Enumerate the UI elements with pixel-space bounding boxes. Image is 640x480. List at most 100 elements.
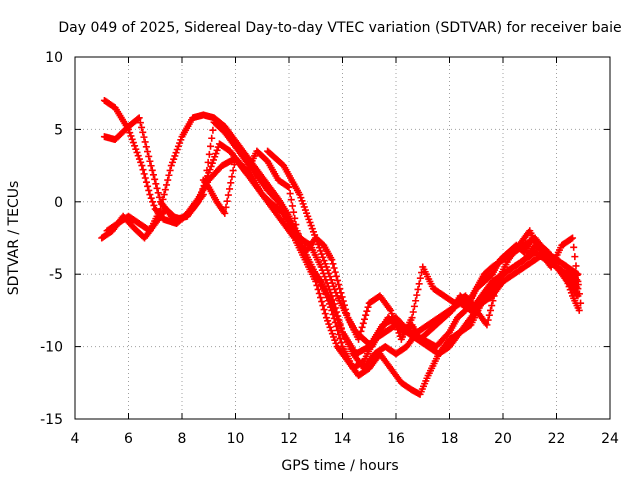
- data-point: [155, 193, 163, 201]
- data-point: [362, 311, 370, 319]
- data-point: [330, 333, 338, 341]
- x-tick-label: 4: [71, 431, 80, 447]
- data-point: [161, 186, 169, 194]
- data-point: [177, 136, 185, 144]
- data-point: [335, 281, 343, 289]
- data-point: [134, 152, 142, 160]
- data-point: [173, 146, 181, 154]
- data-point: [320, 306, 328, 314]
- data-point: [318, 281, 326, 289]
- data-point: [229, 167, 237, 175]
- data-point: [331, 268, 339, 276]
- data-point: [321, 310, 329, 318]
- data-point: [336, 320, 344, 328]
- data-point: [559, 269, 567, 277]
- data-point: [337, 324, 345, 332]
- chart-title: Day 049 of 2025, Sidereal Day-to-day VTE…: [58, 20, 621, 36]
- data-point: [317, 247, 325, 255]
- data-point: [132, 145, 140, 153]
- data-point: [318, 298, 326, 306]
- data-point: [126, 129, 134, 137]
- x-tick-label: 8: [178, 431, 187, 447]
- y-tick-label: 10: [45, 50, 63, 66]
- x-tick-label: 10: [227, 431, 245, 447]
- data-point: [325, 269, 333, 277]
- data-point: [228, 173, 236, 181]
- data-point: [330, 282, 338, 290]
- data-point: [487, 306, 495, 314]
- data-point: [387, 306, 395, 314]
- data-point: [489, 297, 497, 305]
- data-point: [287, 196, 295, 204]
- data-point: [343, 310, 351, 318]
- data-point: [212, 150, 220, 158]
- data-point: [159, 195, 167, 203]
- data-point: [319, 302, 327, 310]
- data-point: [324, 297, 332, 305]
- x-axis-label: GPS time / hours: [281, 458, 398, 474]
- data-point: [142, 178, 150, 186]
- data-point: [567, 235, 575, 243]
- data-point: [331, 285, 339, 293]
- data-point: [317, 294, 325, 302]
- data-point: [336, 335, 344, 343]
- data-point: [575, 290, 583, 298]
- data-point: [174, 142, 182, 150]
- data-point: [315, 290, 323, 298]
- data-point: [158, 200, 166, 208]
- data-point: [323, 294, 331, 302]
- data-point: [213, 146, 221, 154]
- data-point: [149, 198, 157, 206]
- data-point: [136, 119, 144, 127]
- data-point: [153, 184, 161, 192]
- x-tick-label: 24: [601, 431, 619, 447]
- y-tick-label: -15: [40, 412, 63, 428]
- data-point: [359, 319, 367, 327]
- data-point: [490, 292, 498, 300]
- data-point: [334, 312, 342, 320]
- data-point: [134, 115, 142, 123]
- data-point: [145, 186, 153, 194]
- data-point: [342, 305, 350, 313]
- data-point: [571, 253, 579, 261]
- data-point: [358, 323, 366, 331]
- data-point: [334, 276, 342, 284]
- data-point: [573, 271, 581, 279]
- data-point: [194, 198, 202, 206]
- data-point: [224, 191, 232, 199]
- data-point: [139, 128, 147, 136]
- data-point: [152, 180, 160, 188]
- data-point: [330, 314, 338, 322]
- data-point: [223, 197, 231, 205]
- data-point: [139, 166, 147, 174]
- data-point: [570, 243, 578, 251]
- data-point: [205, 169, 213, 177]
- data-point: [131, 142, 139, 150]
- data-point: [167, 162, 175, 170]
- data-point: [321, 287, 329, 295]
- data-point: [333, 322, 341, 330]
- data-point: [292, 221, 300, 229]
- data-point: [321, 260, 329, 268]
- data-point: [210, 156, 218, 164]
- data-point: [330, 300, 338, 308]
- data-point: [208, 134, 216, 142]
- data-point: [569, 234, 577, 242]
- data-point: [320, 257, 328, 265]
- data-point: [334, 327, 342, 335]
- data-point: [206, 166, 214, 174]
- y-tick-label: 5: [54, 122, 63, 138]
- data-point: [327, 276, 335, 284]
- data-point: [319, 284, 327, 292]
- x-tick-label: 14: [334, 431, 352, 447]
- data-point: [333, 308, 341, 316]
- data-point: [322, 290, 330, 298]
- data-point: [416, 274, 424, 282]
- data-point: [491, 287, 499, 295]
- data-point: [414, 285, 422, 293]
- data-point: [331, 304, 339, 312]
- data-point: [140, 133, 148, 141]
- data-point: [204, 158, 212, 166]
